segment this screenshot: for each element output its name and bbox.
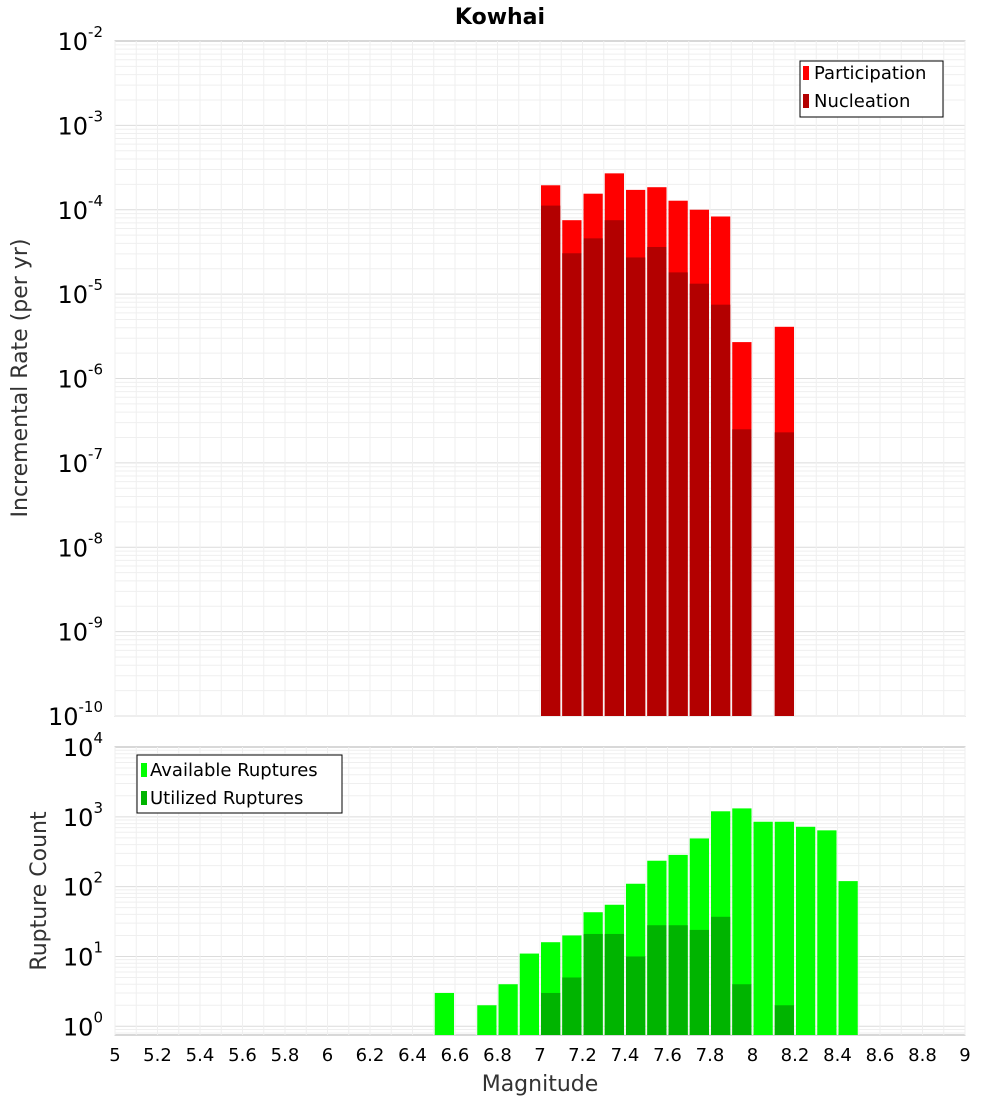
rupture-y-ticks: 100 101 102 103 104 (63, 729, 103, 1041)
rate-y-tick-label: 10-9 (57, 614, 103, 647)
rupture-bar-a (817, 830, 837, 1035)
rupture-bar-b (583, 933, 603, 1035)
rupture-bar-b (668, 925, 688, 1035)
x-tick-label: 7.6 (653, 1045, 682, 1066)
rupture-y-tick-label: 101 (63, 938, 103, 971)
x-tick-label: 8 (747, 1045, 758, 1066)
rate-bar-b (689, 283, 709, 716)
rupture-bar-a (434, 992, 454, 1035)
rate-y-tick-label: 10-4 (57, 192, 103, 225)
rupture-bar-a (753, 821, 773, 1035)
legend-label-nucleation: Nucleation (814, 91, 910, 112)
rupture-bar-a (498, 984, 518, 1035)
rate-y-tick-label: 10-5 (57, 276, 103, 309)
rupture-bars (434, 808, 858, 1035)
x-tick-label: 6.2 (356, 1045, 385, 1066)
rate-bar-b (562, 253, 582, 716)
rupture-bar-b (541, 992, 561, 1035)
legend-swatch-utilized (141, 791, 147, 805)
rupture-bar-a (732, 808, 752, 1035)
rate-bar-b (732, 429, 752, 716)
legend-swatch-available (141, 763, 147, 777)
rupture-bar-a (838, 881, 858, 1035)
rupture-panel: 100 101 102 103 104 5 5.2 5.4 5.6 5.8 6 6.2 6.4 6.6 6… (27, 729, 971, 1097)
x-tick-label: 8.4 (823, 1045, 852, 1066)
x-tick-label: 8.8 (908, 1045, 937, 1066)
rupture-bar-b (647, 925, 667, 1035)
rate-y-tick-label: 10-6 (57, 361, 103, 394)
rate-legend: Participation Nucleation (799, 60, 944, 118)
x-tick-label: 5.8 (271, 1045, 300, 1066)
x-tick-label: 7.8 (696, 1045, 725, 1066)
x-tick-label: 6.8 (483, 1045, 512, 1066)
x-axis-label: Magnitude (482, 1072, 599, 1097)
rate-bar-b (711, 304, 731, 716)
rupture-bar-b (604, 933, 624, 1035)
rupture-y-tick-label: 103 (63, 799, 103, 832)
rupture-bar-a (774, 821, 794, 1035)
rate-bar-b (668, 272, 688, 716)
rupture-y-tick-label: 102 (63, 869, 103, 902)
rupture-y-tick-label: 100 (63, 1008, 103, 1041)
x-tick-label: 9 (959, 1045, 970, 1066)
rupture-bar-b (626, 956, 646, 1035)
x-tick-label: 7 (534, 1045, 545, 1066)
x-tick-label: 8.6 (866, 1045, 895, 1066)
rupture-bar-b (689, 929, 709, 1035)
rate-y-tick-label: 10-8 (57, 529, 103, 562)
rate-bar-b (604, 220, 624, 716)
rupture-bar-a (519, 953, 539, 1035)
rate-y-tick-label: 10-7 (57, 445, 103, 478)
legend-label-utilized: Utilized Ruptures (150, 788, 303, 809)
rate-bar-b (647, 246, 667, 717)
rate-y-ticks: 10-10 10-9 10-8 10-7 10-6 10-5 10-4 10-3 10-2 (48, 23, 103, 731)
rate-y-axis-label: Incremental Rate (per yr) (8, 239, 33, 518)
rate-grid (114, 41, 966, 717)
x-tick-label: 6.4 (398, 1045, 427, 1066)
chart-title: Kowhai (455, 5, 545, 30)
x-tick-label: 5.6 (228, 1045, 257, 1066)
x-tick-label: 7.2 (568, 1045, 597, 1066)
x-tick-label: 6 (322, 1045, 333, 1066)
legend-swatch-participation (803, 66, 809, 80)
x-ticks: 5 5.2 5.4 5.6 5.8 6 6.2 6.4 6.6 6.8 7 7.2 7.4 7.6 7.8 8… (109, 1045, 970, 1066)
legend-swatch-nucleation (803, 94, 809, 108)
rate-bar-b (626, 257, 646, 716)
rate-bars (541, 173, 794, 717)
rupture-legend-box (136, 754, 343, 814)
rupture-bar-b (562, 977, 582, 1035)
rate-panel: 10-10 10-9 10-8 10-7 10-6 10-5 10-4 10-3 10-2 In… (8, 23, 966, 731)
rupture-bar-a (796, 826, 816, 1035)
rate-y-tick-label: 10-10 (48, 698, 103, 731)
x-tick-label: 5.4 (186, 1045, 215, 1066)
rupture-bar-b (711, 916, 731, 1035)
rate-legend-box (799, 60, 944, 118)
x-tick-label: 8.2 (781, 1045, 810, 1066)
legend-label-participation: Participation (814, 63, 926, 84)
rate-bar-b (583, 238, 603, 716)
rupture-bar-b (732, 984, 752, 1035)
x-tick-label: 7.4 (611, 1045, 640, 1066)
x-tick-label: 5.2 (143, 1045, 172, 1066)
x-tick-label: 5 (109, 1045, 120, 1066)
rupture-legend: Available Ruptures Utilized Ruptures (136, 754, 343, 814)
rupture-y-tick-label: 104 (63, 729, 103, 762)
rate-bar-b (541, 205, 561, 716)
rate-y-tick-label: 10-3 (57, 107, 103, 140)
rate-bar-b (774, 432, 794, 716)
rupture-bar-a (477, 1005, 497, 1035)
x-tick-label: 6.6 (441, 1045, 470, 1066)
rate-y-tick-label: 10-2 (57, 23, 103, 56)
rupture-y-axis-label: Rupture Count (27, 811, 52, 971)
legend-label-available: Available Ruptures (150, 760, 318, 781)
rupture-bar-b (774, 1005, 794, 1035)
